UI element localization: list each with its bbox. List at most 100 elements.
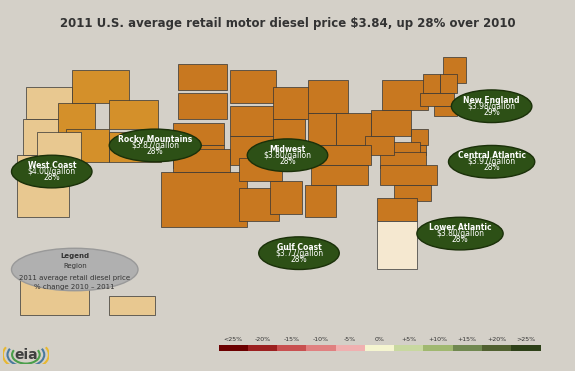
Bar <box>37 132 80 171</box>
Bar <box>443 57 466 83</box>
Bar <box>178 93 227 119</box>
Text: +5%: +5% <box>401 337 416 342</box>
Text: 29%: 29% <box>483 108 500 116</box>
Text: <25%: <25% <box>224 337 243 342</box>
Bar <box>308 113 336 145</box>
Bar <box>20 269 89 315</box>
Bar <box>511 345 540 351</box>
Ellipse shape <box>109 129 201 162</box>
Text: 28%: 28% <box>452 235 468 244</box>
Text: Central Atlantic: Central Atlantic <box>458 151 526 160</box>
Bar <box>239 158 282 181</box>
Bar <box>306 345 336 351</box>
Text: $3.77/gallon: $3.77/gallon <box>275 249 323 258</box>
Ellipse shape <box>448 145 535 178</box>
Text: +20%: +20% <box>487 337 506 342</box>
Bar <box>411 145 426 155</box>
Bar <box>172 149 230 171</box>
Text: 28%: 28% <box>484 163 500 172</box>
Text: 0%: 0% <box>374 337 385 342</box>
Text: Region: Region <box>63 263 87 269</box>
Text: Lower Atlantic: Lower Atlantic <box>429 223 491 232</box>
Bar <box>371 109 411 136</box>
Bar <box>109 100 158 129</box>
Ellipse shape <box>12 248 138 291</box>
Text: Rocky Mountains: Rocky Mountains <box>118 135 193 144</box>
Text: -15%: -15% <box>283 337 300 342</box>
Bar <box>26 87 72 119</box>
Bar <box>336 113 371 145</box>
Bar <box>365 136 394 155</box>
Text: 28%: 28% <box>44 173 60 182</box>
Bar <box>453 345 482 351</box>
Text: $3.80/gallon: $3.80/gallon <box>436 229 484 238</box>
Text: New England: New England <box>463 96 520 105</box>
Text: 28%: 28% <box>147 147 163 156</box>
Bar <box>277 345 306 351</box>
Bar <box>17 155 69 217</box>
Bar <box>310 165 368 185</box>
Bar <box>377 220 417 269</box>
Text: -5%: -5% <box>344 337 356 342</box>
Bar <box>440 73 457 93</box>
Bar <box>454 103 466 113</box>
Bar <box>380 152 426 168</box>
Ellipse shape <box>259 237 339 269</box>
Bar <box>377 198 417 220</box>
Text: % change 2010 – 2011: % change 2010 – 2011 <box>34 285 115 290</box>
Ellipse shape <box>247 139 328 171</box>
Ellipse shape <box>417 217 503 250</box>
Bar <box>161 171 247 227</box>
Bar <box>172 145 224 168</box>
Bar <box>482 345 511 351</box>
Bar <box>230 136 282 165</box>
Bar <box>239 188 279 220</box>
Bar <box>423 73 440 93</box>
Bar <box>411 129 428 145</box>
Bar <box>230 70 276 103</box>
Bar <box>72 70 129 103</box>
Bar <box>273 119 305 152</box>
Bar <box>248 345 277 351</box>
Text: Legend: Legend <box>60 253 89 259</box>
Text: West Coast: West Coast <box>28 161 76 170</box>
Text: 2011 average retail diesel price: 2011 average retail diesel price <box>19 275 131 280</box>
Bar <box>420 93 454 106</box>
Ellipse shape <box>12 155 92 188</box>
Text: $3.80/gallon: $3.80/gallon <box>263 151 312 160</box>
Text: Midwest: Midwest <box>269 145 306 154</box>
Bar <box>66 129 109 162</box>
Text: $3.98/gallon: $3.98/gallon <box>467 102 516 111</box>
Text: -20%: -20% <box>254 337 270 342</box>
Bar <box>394 345 423 351</box>
Bar <box>172 122 224 145</box>
Bar <box>336 345 365 351</box>
Text: $4.00/gallon: $4.00/gallon <box>28 167 76 176</box>
Bar <box>109 296 155 315</box>
Bar <box>423 345 453 351</box>
Bar <box>365 345 394 351</box>
Text: $3.97/gallon: $3.97/gallon <box>467 157 516 166</box>
Bar <box>218 345 248 351</box>
Bar <box>23 119 69 155</box>
Bar <box>305 185 336 217</box>
Bar <box>58 103 95 145</box>
Text: Gulf Coast: Gulf Coast <box>277 243 321 252</box>
Text: eia: eia <box>14 348 38 362</box>
Text: +15%: +15% <box>458 337 477 342</box>
Bar <box>382 80 428 109</box>
Text: -10%: -10% <box>313 337 329 342</box>
Bar <box>270 181 302 214</box>
Text: 28%: 28% <box>291 255 307 263</box>
Text: +10%: +10% <box>428 337 447 342</box>
Bar <box>434 106 457 116</box>
Bar <box>178 64 227 90</box>
Bar <box>319 145 371 165</box>
Bar <box>230 106 282 136</box>
Bar <box>273 87 313 119</box>
Bar <box>394 185 431 201</box>
Bar <box>308 80 348 113</box>
Ellipse shape <box>451 90 532 122</box>
Text: >25%: >25% <box>516 337 535 342</box>
Text: 2011 U.S. average retail motor diesel price $3.84, up 28% over 2010: 2011 U.S. average retail motor diesel pr… <box>60 17 515 30</box>
